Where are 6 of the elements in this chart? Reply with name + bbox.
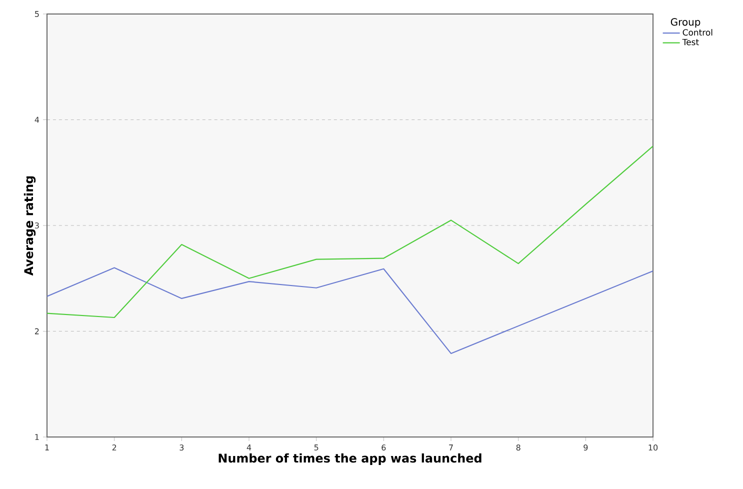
legend-label: Test	[682, 38, 699, 46]
legend-label: Control	[682, 29, 712, 36]
line-series	[47, 146, 654, 318]
legend-title: Group	[670, 18, 700, 28]
y-axis-title: Average rating	[24, 176, 36, 276]
x-axis-title: Number of times the app was launched	[218, 453, 482, 465]
